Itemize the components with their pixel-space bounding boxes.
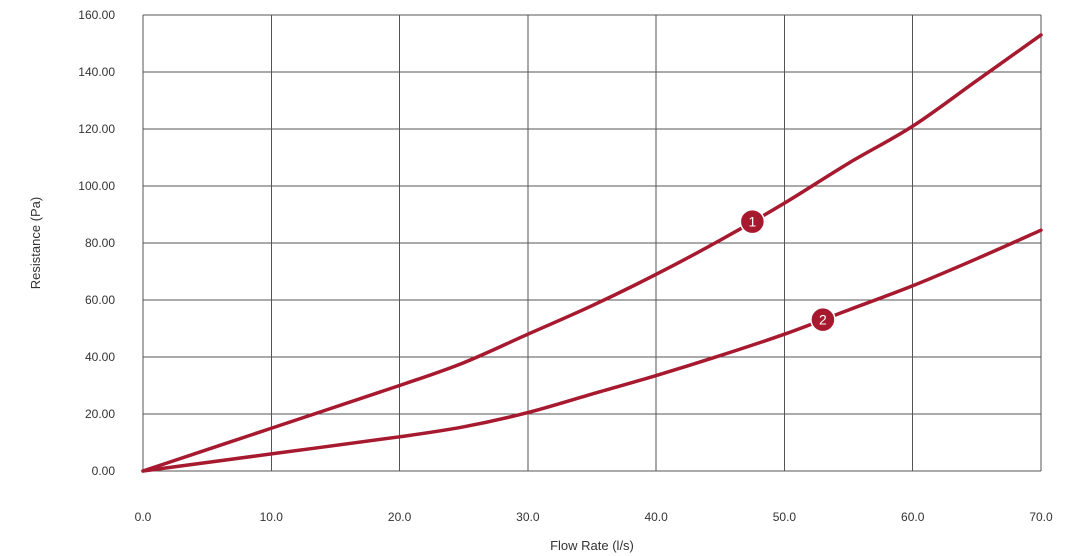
series-lines bbox=[141, 33, 1043, 473]
y-tick-label: 60.00 bbox=[85, 293, 115, 307]
x-axis-title: Flow Rate (l/s) bbox=[550, 538, 634, 553]
marker-badge bbox=[739, 208, 766, 235]
y-tick-label: 160.00 bbox=[78, 8, 115, 22]
x-tick-label: 50.0 bbox=[773, 510, 797, 524]
y-axis-title: Resistance (Pa) bbox=[28, 197, 43, 289]
x-tick-label: 0.0 bbox=[135, 510, 152, 524]
y-tick-label: 100.00 bbox=[78, 179, 115, 193]
x-axis-ticks: 0.0 10.0 20.0 30.0 40.0 50.0 60.0 70.0 bbox=[135, 510, 1053, 524]
grid bbox=[142, 14, 1042, 472]
y-tick-label: 40.00 bbox=[85, 350, 115, 364]
series-line-1 bbox=[141, 33, 1043, 473]
y-tick-label: 80.00 bbox=[85, 236, 115, 250]
marker-label: 1 bbox=[748, 214, 756, 230]
marker-badge bbox=[810, 306, 836, 333]
y-tick-label: 140.00 bbox=[78, 65, 115, 79]
x-tick-label: 40.0 bbox=[644, 510, 668, 524]
series-marker-1: 1 bbox=[739, 208, 766, 235]
series-line-2 bbox=[141, 228, 1043, 473]
marker-label: 2 bbox=[819, 312, 827, 328]
y-axis-ticks: 0.00 20.00 40.00 60.00 80.00 100.00 120.00 140.… bbox=[78, 8, 115, 478]
y-tick-label: 0.00 bbox=[92, 464, 116, 478]
y-tick-label: 120.00 bbox=[78, 122, 115, 136]
x-tick-label: 70.0 bbox=[1029, 510, 1053, 524]
series-markers: 12 bbox=[739, 208, 836, 333]
x-tick-label: 30.0 bbox=[516, 510, 540, 524]
x-tick-label: 60.0 bbox=[901, 510, 925, 524]
x-tick-label: 20.0 bbox=[388, 510, 412, 524]
series-marker-2: 2 bbox=[810, 306, 836, 333]
x-tick-label: 10.0 bbox=[260, 510, 284, 524]
y-tick-label: 20.00 bbox=[85, 407, 115, 421]
